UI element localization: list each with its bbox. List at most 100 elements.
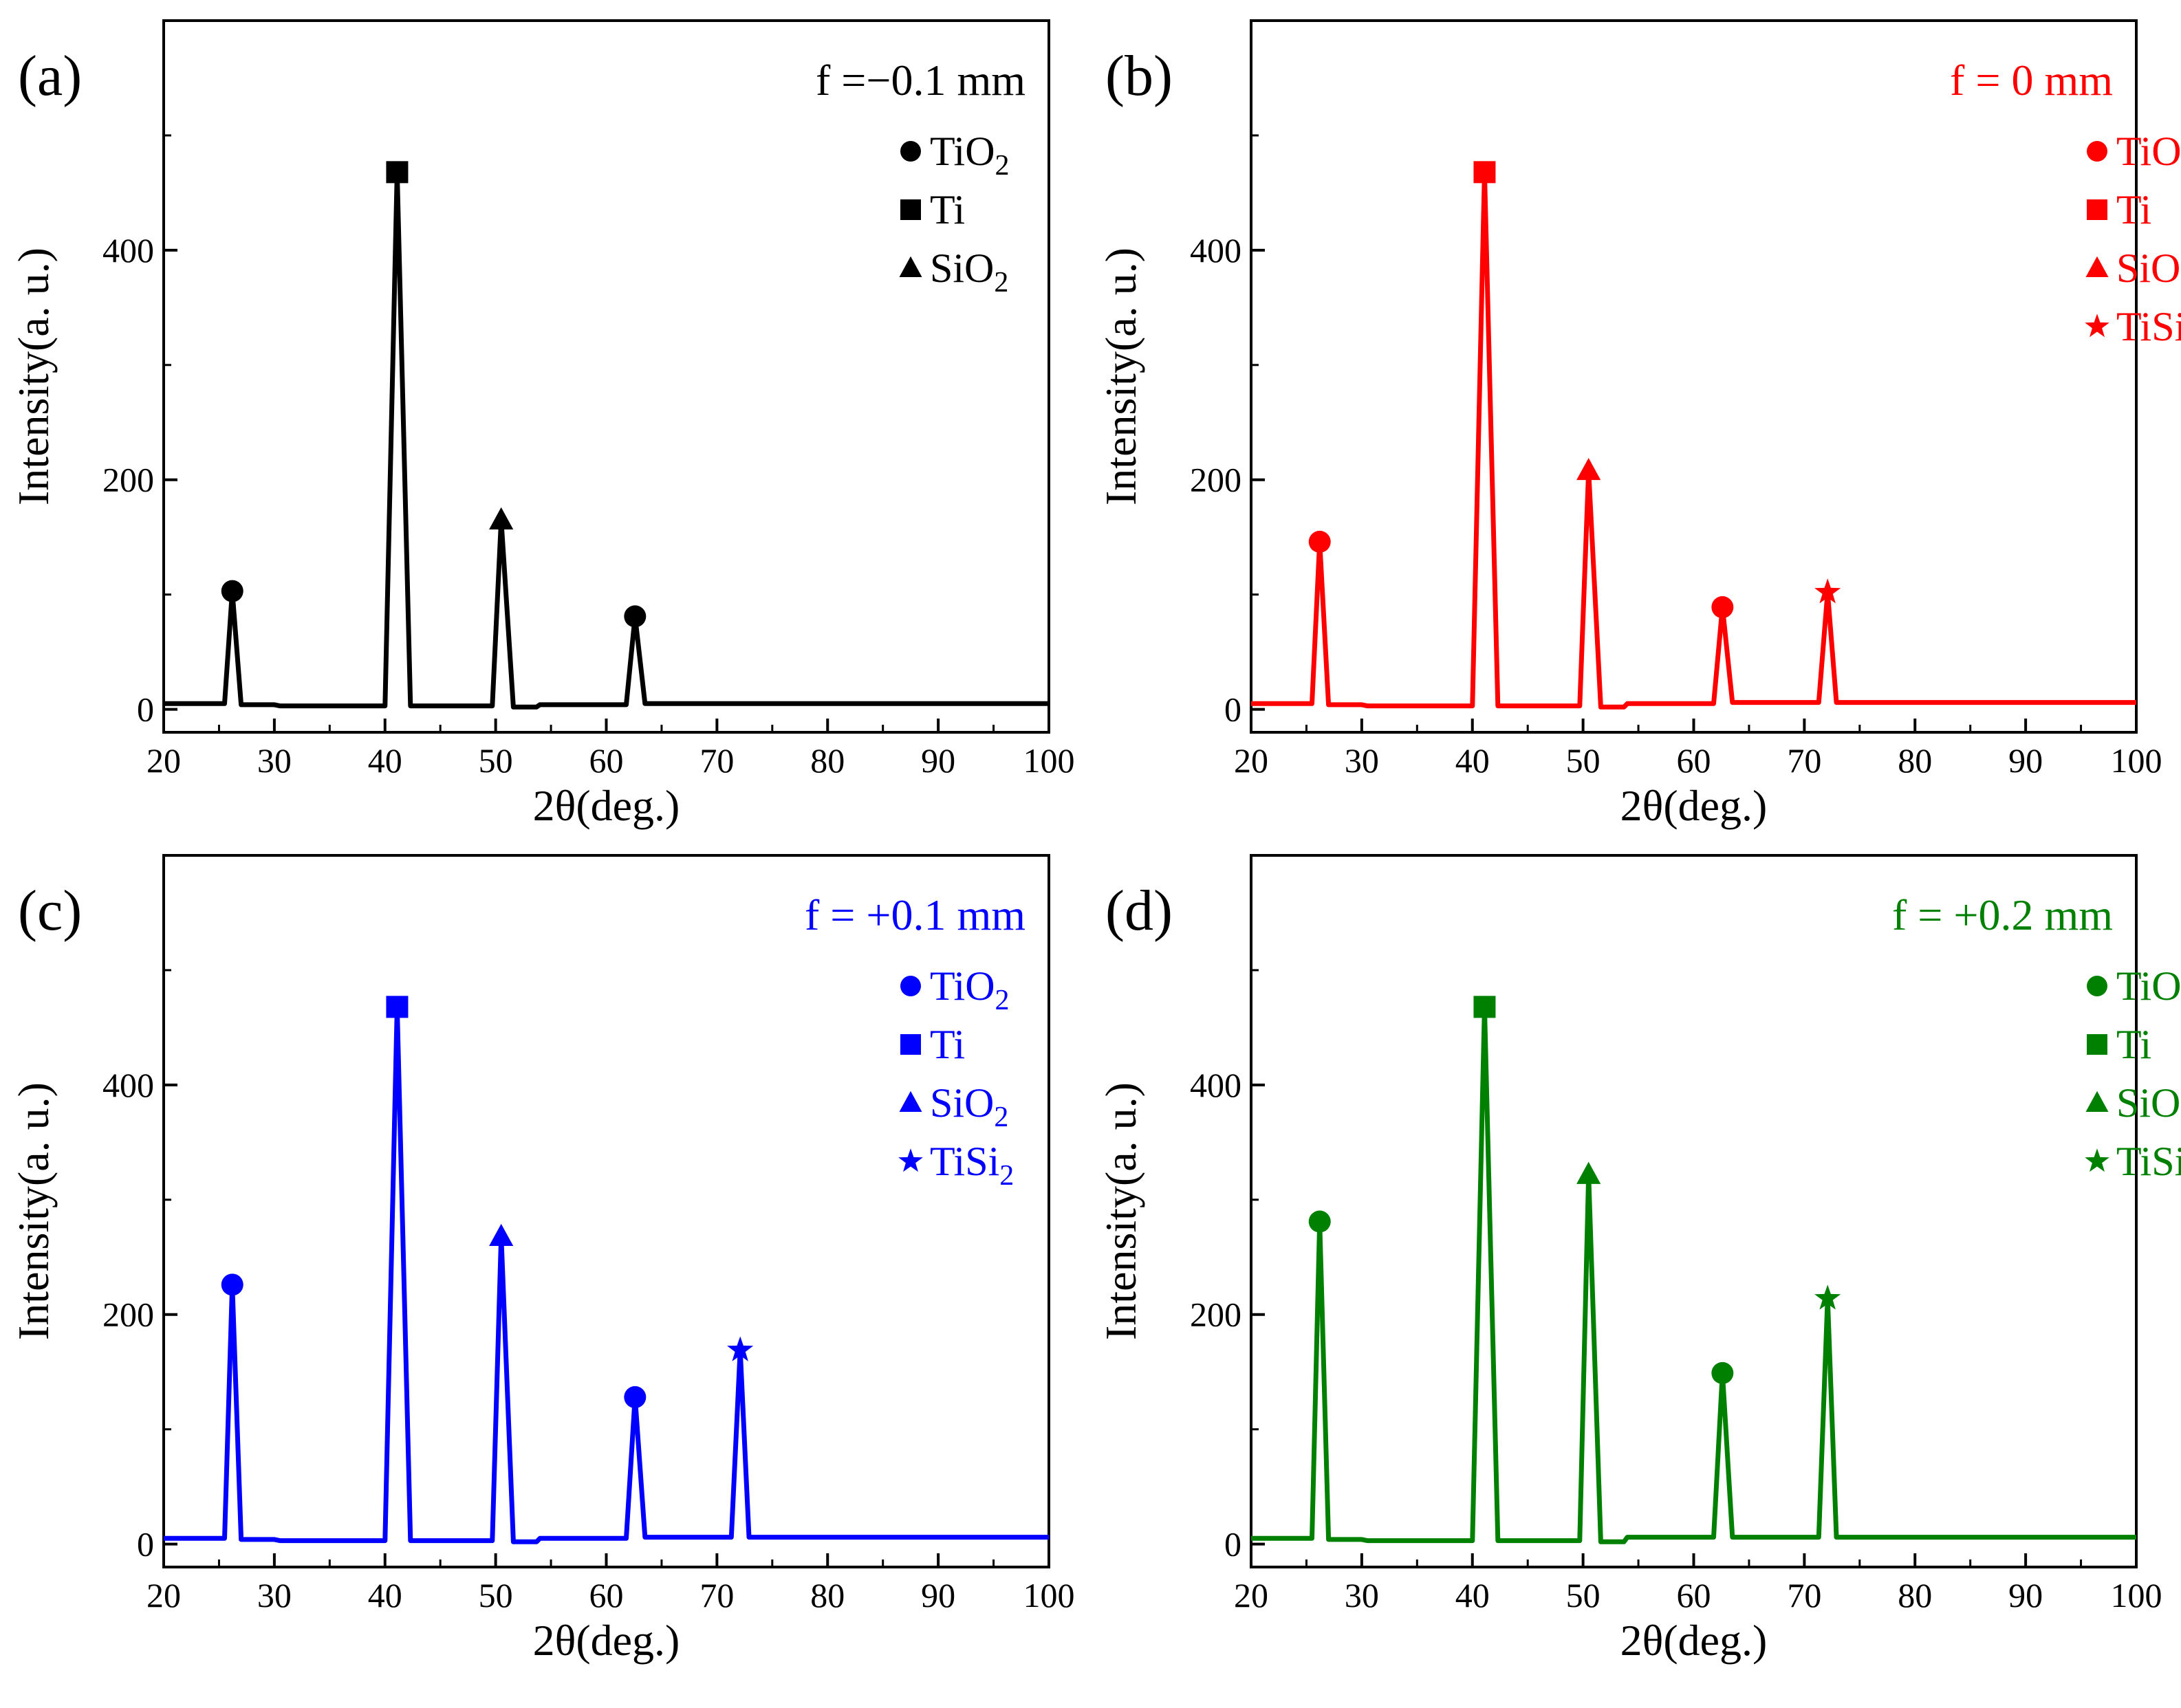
peak-marker-triangle bbox=[489, 507, 514, 529]
x-tick-label: 100 bbox=[1023, 1576, 1075, 1614]
legend-subscript: 2 bbox=[995, 985, 1010, 1016]
peak-marker-square bbox=[386, 161, 409, 184]
legend-text: TiO bbox=[930, 963, 995, 1009]
x-tick-label: 70 bbox=[699, 741, 734, 780]
legend-text: TiSi bbox=[2116, 1139, 2181, 1184]
legend-text: Ti bbox=[2116, 187, 2151, 232]
panel-d: 20 30 40 50 60 70 80 90 100 0 200 400 2θ(deg.) Intens… bbox=[1096, 854, 2181, 1665]
legend-marker-circle bbox=[2087, 976, 2107, 996]
legend-label: TiO2 bbox=[2116, 129, 2181, 182]
y-axis-label: Intensity(a. u.) bbox=[1096, 248, 1145, 505]
x-tick-label: 70 bbox=[1787, 1576, 1821, 1614]
x-tick-label: 40 bbox=[368, 1576, 402, 1614]
condition-label: f = +0.1 mm bbox=[805, 890, 1026, 939]
legend-text: Ti bbox=[2116, 1022, 2151, 1067]
x-tick-label: 50 bbox=[479, 1576, 513, 1614]
panel-a: 20 30 40 50 60 70 80 90 100 0 200 400 2θ(deg.) Intens… bbox=[9, 19, 1075, 830]
legend-label: TiSi2 bbox=[2116, 304, 2181, 357]
x-tick-label: 70 bbox=[699, 1576, 734, 1614]
x-tick-label: 40 bbox=[368, 741, 402, 780]
y-tick-label: 400 bbox=[1190, 1066, 1241, 1104]
y-tick-label: 0 bbox=[1224, 690, 1241, 729]
legend-text: Ti bbox=[930, 187, 965, 232]
peak-marker-circle bbox=[1711, 1361, 1734, 1384]
x-tick-label: 50 bbox=[1566, 1576, 1601, 1614]
legend-marker-star bbox=[898, 1148, 923, 1172]
panel-label: (d) bbox=[1105, 879, 1173, 943]
plot-frame bbox=[162, 854, 1050, 1568]
legend-label: Ti bbox=[2116, 1022, 2151, 1067]
peak-marker-circle bbox=[221, 1273, 243, 1296]
x-axis-label: 2θ(deg.) bbox=[533, 1616, 680, 1665]
y-tick-label: 400 bbox=[1190, 231, 1241, 270]
legend-label: TiO2 bbox=[930, 963, 1010, 1016]
legend-subscript: 2 bbox=[999, 1160, 1014, 1192]
condition-label: f = +0.2 mm bbox=[1892, 890, 2113, 939]
xrd-pattern-line bbox=[1251, 169, 2136, 710]
plot-frame bbox=[1250, 19, 2138, 734]
panel-c: 20 30 40 50 60 70 80 90 100 0 200 400 2θ(deg.) Intens… bbox=[9, 854, 1075, 1665]
peak-marker-circle bbox=[624, 1386, 647, 1408]
legend-label: SiO2 bbox=[930, 245, 1008, 298]
x-tick-label: 20 bbox=[1234, 1576, 1268, 1614]
y-tick-label: 200 bbox=[102, 461, 154, 499]
xrd-pattern-line bbox=[164, 169, 1049, 710]
x-axis-label: 2θ(deg.) bbox=[1620, 781, 1768, 830]
legend-marker-square bbox=[900, 1034, 921, 1055]
legend-label: SiO2 bbox=[930, 1080, 1008, 1133]
x-tick-label: 30 bbox=[1345, 1576, 1379, 1614]
peak-marker-star bbox=[1814, 1284, 1841, 1310]
legend-text: TiSi bbox=[2116, 304, 2181, 349]
legend-text: TiO bbox=[2116, 129, 2181, 174]
legend-marker-triangle bbox=[2085, 256, 2109, 277]
legend-marker-square bbox=[900, 199, 921, 220]
x-tick-label: 50 bbox=[479, 741, 513, 780]
legend-subscript: 2 bbox=[995, 150, 1010, 182]
legend-marker-triangle bbox=[899, 256, 922, 277]
legend-marker-square bbox=[2087, 1034, 2107, 1055]
legend-text: TiSi bbox=[930, 1139, 999, 1184]
peak-marker-triangle bbox=[489, 1223, 514, 1247]
plot-frame bbox=[162, 19, 1050, 734]
x-tick-label: 80 bbox=[810, 741, 845, 780]
legend-text: TiO bbox=[2116, 963, 2181, 1009]
legend-label: TiSi2 bbox=[930, 1139, 1014, 1192]
x-tick-label: 100 bbox=[1023, 741, 1075, 780]
legend-marker-square bbox=[2087, 199, 2107, 220]
peak-marker-triangle bbox=[1576, 1161, 1601, 1184]
legend-label: SiO2 bbox=[2116, 245, 2181, 298]
x-tick-label: 60 bbox=[1677, 1576, 1711, 1614]
legend-marker-circle bbox=[2087, 141, 2107, 162]
legend-text: Ti bbox=[930, 1022, 965, 1067]
x-tick-label: 20 bbox=[147, 741, 181, 780]
legend-text: SiO bbox=[2116, 1080, 2180, 1126]
panel-b: 20 30 40 50 60 70 80 90 100 0 200 400 2θ(deg.) Intens… bbox=[1096, 19, 2181, 830]
x-tick-label: 60 bbox=[589, 1576, 624, 1614]
y-tick-label: 200 bbox=[1190, 1295, 1241, 1334]
x-tick-label: 30 bbox=[257, 741, 292, 780]
x-tick-label: 30 bbox=[257, 1576, 292, 1614]
legend-subscript: 2 bbox=[994, 267, 1008, 298]
x-tick-label: 30 bbox=[1345, 741, 1379, 780]
legend-text: TiO bbox=[930, 129, 995, 174]
x-tick-label: 100 bbox=[2111, 1576, 2162, 1614]
y-tick-label: 0 bbox=[137, 1525, 154, 1564]
legend-label: TiSi2 bbox=[2116, 1139, 2181, 1192]
x-tick-label: 20 bbox=[1234, 741, 1268, 780]
legend-label: Ti bbox=[930, 1022, 965, 1067]
legend-marker-circle bbox=[900, 976, 921, 996]
x-tick-label: 90 bbox=[921, 1576, 955, 1614]
xrd-pattern-line bbox=[164, 1004, 1049, 1544]
peak-marker-circle bbox=[1308, 1210, 1331, 1233]
panel-label: (b) bbox=[1105, 44, 1173, 108]
x-tick-label: 100 bbox=[2111, 741, 2162, 780]
x-tick-label: 90 bbox=[2008, 741, 2043, 780]
peak-marker-star bbox=[1814, 578, 1841, 604]
x-tick-label: 80 bbox=[1898, 741, 1932, 780]
legend-label: Ti bbox=[2116, 187, 2151, 232]
x-tick-label: 90 bbox=[2008, 1576, 2043, 1614]
y-axis-label: Intensity(a. u.) bbox=[9, 248, 58, 505]
x-tick-label: 50 bbox=[1566, 741, 1601, 780]
legend-marker-star bbox=[2085, 314, 2109, 338]
peak-marker-circle bbox=[221, 580, 243, 602]
